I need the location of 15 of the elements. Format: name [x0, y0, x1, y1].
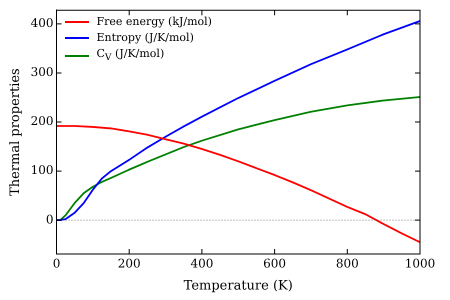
x-tick-label: 400 [190, 256, 214, 270]
legend-label: C$_{V}$ (J/K/mol) [96, 46, 164, 66]
legend-label: Free energy (kJ/mol) [96, 14, 212, 30]
y-tick-label: 400 [30, 16, 54, 30]
y-axis-title: Thermal properties [8, 68, 24, 196]
y-tick-label: 100 [30, 163, 54, 178]
x-tick-label: 1000 [404, 256, 436, 270]
x-tick-label: 200 [118, 256, 141, 270]
x-tick-label: 800 [336, 256, 359, 270]
x-tick-label: 600 [263, 256, 286, 270]
legend-label: Entropy (J/K/mol) [96, 30, 194, 46]
y-tick-label: 200 [30, 114, 54, 128]
y-tick-label: 300 [30, 65, 54, 80]
x-axis-title: Temperature (K) [184, 278, 293, 294]
y-tick-label: 0 [46, 212, 54, 226]
